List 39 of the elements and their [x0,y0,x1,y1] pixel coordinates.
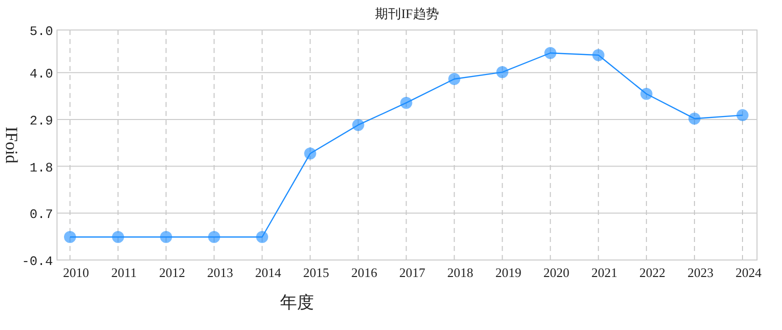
point [448,72,460,85]
x-tick-label: 2023 [687,265,714,280]
x-tick-label: 2019 [495,265,522,280]
point [688,112,700,125]
x-tick-label: 2014 [255,265,282,280]
x-tick-label: 2022 [639,265,666,280]
y-tick-label: 4.0 [30,66,53,82]
point [160,231,172,243]
x-tick-label: 2018 [447,265,474,280]
x-tick-label: 2011 [111,265,137,280]
point [352,118,364,131]
y-tick-label: 0.7 [30,207,53,222]
x-tick-label: 2021 [591,265,618,280]
x-tick-label: 2016 [351,265,378,280]
point [640,88,652,100]
x-tick-label: 2020 [543,265,570,280]
point [736,109,748,122]
y-axis-title: IFoid [2,126,21,164]
x-axis-title: 年度 [280,293,314,312]
x-tick-label: 2012 [159,265,186,280]
y-tick-label: 1.8 [30,160,53,176]
point [64,231,76,243]
point [208,231,220,243]
y-tick-label: 2.9 [30,113,53,128]
y-tick-label: -0.4 [22,254,54,269]
chart-title: 期刊IF趋势 [375,6,439,21]
x-tick-label: 2017 [399,265,426,280]
point [112,231,124,243]
point [256,231,268,243]
x-tick-label: 2015 [303,265,330,280]
point [496,66,508,78]
x-tick-label: 2024 [736,265,762,280]
point [304,148,316,160]
y-tick-label: 5.0 [30,24,53,39]
x-tick-label: 2010 [63,265,89,280]
x-tick-label: 2013 [207,265,234,280]
point [400,96,412,109]
point [544,47,556,59]
point [592,49,604,62]
